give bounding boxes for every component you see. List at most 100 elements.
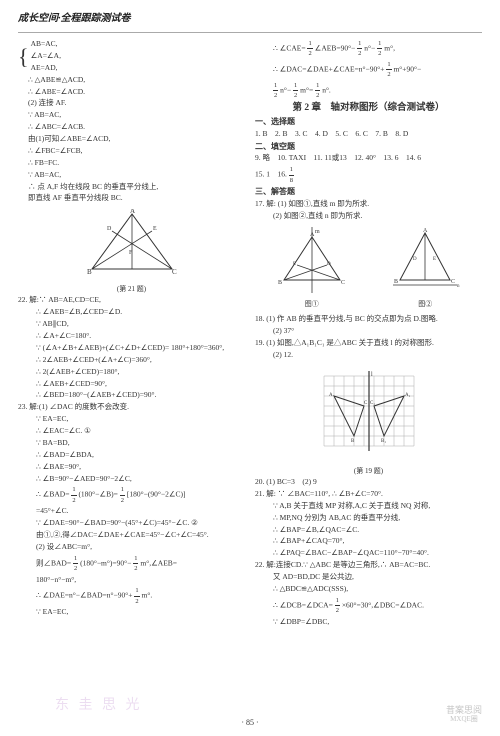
proof-line: ∴ ∠AEB+∠CED=90°, [18, 379, 245, 390]
section-fill: 二、填空题 [255, 141, 482, 153]
svg-text:A: A [310, 232, 315, 238]
question-19: 19. (1) 如图,△A₁B₁C₁ 是△ABC 关于直线 l 的对称图形. [255, 338, 482, 349]
proof-line: 即直线 AF 垂直平分线段 BC. [18, 193, 245, 204]
proof-line: ∵ A,B 关于直线 MP 对称,A,C 关于直线 NQ 对称, [255, 501, 482, 512]
left-column: { AB=AC, ∠A=∠A, AE=AD, ∴ △ABE≌△ACD, ∴ ∠A… [18, 39, 245, 629]
proof-line: ∴ MP,NQ 分别为 AB,AC 的垂直平分线, [255, 513, 482, 524]
svg-text:E: E [153, 226, 157, 232]
figure-17-1-caption: 图① [272, 299, 352, 309]
svg-text:E: E [293, 262, 296, 267]
proof-line: ∵ BA=BD, [18, 438, 245, 449]
svg-text:A: A [329, 393, 333, 398]
proof-line: 180°−n°−m°, [18, 575, 245, 586]
brace-line: AB=AC, [31, 39, 61, 50]
proof-line: ∵ EA=EC, [18, 414, 245, 425]
proof-line: ∴ ∠AEB=∠B,∠CED=∠D. [18, 307, 245, 318]
svg-text:A: A [423, 228, 428, 234]
page-number: · 85 · [0, 717, 500, 728]
proof-line: (2) 12. [255, 350, 482, 361]
figure-21-caption: (第 21 题) [18, 284, 245, 294]
proof-line: ∴ ∠ABC=∠ACB. [18, 122, 245, 133]
proof-line: ∴ 2∠AEB+∠CED+(∠A+∠C)=360°, [18, 355, 245, 366]
proof-line: ∵ ∠DBP=∠DBC, [255, 617, 482, 628]
figure-17-2-caption: 图② [385, 299, 465, 309]
proof-line: ∴ ∠BAP=∠B,∠QAC=∠C. [255, 525, 482, 536]
figure-17-2: n A B C D E 图② [385, 225, 465, 310]
svg-text:C: C [364, 401, 368, 406]
proof-line: ∴ ∠PAQ=∠BAC−∠BAP−∠QAC=110°−70°=40°. [255, 548, 482, 559]
watermark-right: 昔案思阅 MXQE圈 [446, 706, 482, 724]
figure-19-caption: (第 19 题) [255, 466, 482, 476]
proof-line: ∴ 2(∠AEB+∠CED)=180°, [18, 367, 245, 378]
proof-line: ∴ ∠B=90°−∠AED=90°−2∠C, [18, 474, 245, 485]
figure-21: A B C D E F [18, 209, 245, 279]
svg-text:E: E [433, 257, 436, 262]
proof-line: ∵ AB=AC, [18, 110, 245, 121]
watermark-left: 东 圭 思 光 [55, 696, 143, 716]
svg-text:C: C [451, 279, 455, 285]
proof-line: ∴ ∠BAE=90°, [18, 462, 245, 473]
proof-line: 又 AD=BD,DC 是公共边, [255, 572, 482, 583]
svg-text:D: D [413, 257, 417, 262]
brace-icon: { [18, 46, 29, 68]
proof-line: ∴ ∠CAE= 12 ∠AEB=90°− 12 n°− 12 m°, [255, 39, 482, 59]
question-21: 21. 解: ∵ ∠BAC=110°, ∴ ∠B+∠C=70°. [255, 489, 482, 500]
proof-line: ∵ AB∥CD, [18, 319, 245, 330]
proof-line: (2) 如图②,直线 n 即为所求. [255, 211, 482, 222]
proof-line: ∴ ∠BAP+∠CAQ=70°, [255, 536, 482, 547]
proof-line: ∴ ∠A+∠C=180°. [18, 331, 245, 342]
svg-text:D: D [327, 262, 331, 267]
svg-text:A: A [130, 209, 135, 215]
content-columns: { AB=AC, ∠A=∠A, AE=AD, ∴ △ABE≌△ACD, ∴ ∠A… [18, 39, 482, 629]
svg-text:B: B [278, 280, 282, 286]
proof-line: 12 n°− 12 m°= 12 n°. [255, 81, 482, 101]
svg-text:C: C [341, 280, 345, 286]
brace-line: AE=AD, [31, 63, 61, 74]
proof-line: =45°+∠C. [18, 506, 245, 517]
section-choice: 一、选择题 [255, 116, 482, 128]
svg-text:C₁: C₁ [370, 401, 375, 406]
proof-line: ∵ ∠DAE=90°−∠BAD=90°−(45°+∠C)=45°−∠C. ② [18, 518, 245, 529]
header-divider [18, 32, 482, 33]
right-column: ∴ ∠CAE= 12 ∠AEB=90°− 12 n°− 12 m°, ∴ ∠DA… [255, 39, 482, 629]
svg-text:l: l [371, 372, 373, 378]
question-22: 22. 解:∵ AB=AE,CD=CE, [18, 295, 245, 306]
proof-line: 则∠BAD= 12 (180°−m°)=90°− 12 m°,∠AEB= [18, 554, 245, 574]
proof-line: 由(1)可知∠ABE=∠ACD, [18, 134, 245, 145]
proof-line: (2) 37° [255, 326, 482, 337]
figure-17-1: m A B C D E 图① [272, 225, 352, 310]
svg-text:C: C [172, 268, 177, 276]
proof-line: ∴ △BDC≌△ADC(SSS), [255, 584, 482, 595]
svg-text:B: B [87, 268, 92, 276]
proof-line: ∴ ∠EAC=∠C. ① [18, 426, 245, 437]
proof-line: ∴ ∠BED=180°−(∠AEB+∠CED)=90°. [18, 390, 245, 401]
proof-line: 由①,②,得∠DAC=∠DAE+∠CAE=45°−∠C+∠C=45°. [18, 530, 245, 541]
proof-line: ∵ EA=EC, [18, 607, 245, 618]
figure-19: l A B C A₁ B₁ C₁ [255, 366, 482, 461]
svg-text:n: n [457, 284, 460, 289]
svg-text:A₁: A₁ [405, 393, 411, 398]
svg-text:B: B [351, 439, 355, 444]
choice-answers: 1. B 2. B 3. C 4. D 5. C 6. C 7. B 8. D [255, 129, 482, 140]
proof-line: ∴ ∠DAC=∠DAE+∠CAE=n°−90°+ 12 m°+90°− [255, 60, 482, 80]
question-18: 18. (1) 作 AB 的垂直平分线,与 BC 的交点即为点 D.图略. [255, 314, 482, 325]
svg-text:D: D [107, 226, 112, 232]
proof-line: ∵ AB=AC, [18, 170, 245, 181]
brace-line: ∠A=∠A, [31, 51, 61, 62]
proof-line: ∴ ∠BAD= 12 (180°−∠B)= 12 [180°−(90°−2∠C)… [18, 485, 245, 505]
proof-line: ∴ ∠BAD=∠BDA, [18, 450, 245, 461]
proof-line: ∴ FB=FC. [18, 158, 245, 169]
svg-text:B: B [394, 279, 398, 285]
question-22-right: 22. 解:连接CD.∵ △ABC 是等边三角形,∴ AB=AC=BC. [255, 560, 482, 571]
proof-line: ∴ ∠DAE=n°−∠BAD=n°−90°+ 12 m°. [18, 586, 245, 606]
question-20: 20. (1) BC=3 (2) 9 [255, 477, 482, 488]
proof-line: ∴ 点 A,F 均在线段 BC 的垂直平分线上, [18, 182, 245, 193]
svg-text:B₁: B₁ [381, 439, 386, 444]
proof-line: ∵ (∠A+∠B+∠AEB)+(∠C+∠D+∠CED)= 180°+180°=3… [18, 343, 245, 354]
svg-text:m: m [315, 229, 320, 235]
proof-line: ∴ ∠DCB=∠DCA= 12 ×60°=30°,∠DBC=∠DAC. [255, 596, 482, 616]
fill-answers: 9. 略 10. TAXI 11. 11或13 12. 40° 13. 6 14… [255, 153, 482, 164]
proof-line: ∴ ∠ABE=∠ACD. [18, 87, 245, 98]
fill-answers: 15. 1 16. 18 [255, 165, 482, 185]
chapter-title: 第 2 章 轴对称图形（综合测试卷） [255, 102, 482, 116]
